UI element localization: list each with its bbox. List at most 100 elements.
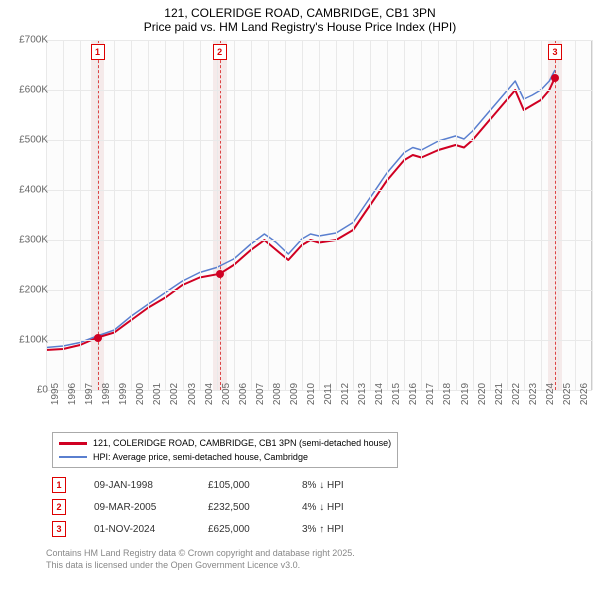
x-gridline <box>558 40 559 390</box>
sales-row-date: 09-JAN-1998 <box>94 480 184 491</box>
chart-title-line1: 121, COLERIDGE ROAD, CAMBRIDGE, CB1 3PN <box>0 0 600 20</box>
x-tick-label: 2000 <box>135 383 146 405</box>
x-gridline <box>217 40 218 390</box>
x-tick-label: 2008 <box>272 383 283 405</box>
x-tick-label: 2012 <box>340 383 351 405</box>
footer-line2: This data is licensed under the Open Gov… <box>46 560 355 572</box>
sales-row-diff: 8% ↓ HPI <box>302 480 382 491</box>
x-gridline <box>404 40 405 390</box>
x-tick-label: 2024 <box>545 383 556 405</box>
sale-marker-box: 3 <box>548 44 562 60</box>
x-gridline <box>541 40 542 390</box>
legend-label-price: 121, COLERIDGE ROAD, CAMBRIDGE, CB1 3PN … <box>93 438 391 448</box>
sales-row-date: 01-NOV-2024 <box>94 524 184 535</box>
x-gridline <box>251 40 252 390</box>
x-gridline <box>148 40 149 390</box>
sales-row-diff: 4% ↓ HPI <box>302 502 382 513</box>
x-tick-label: 2014 <box>374 383 385 405</box>
sale-marker-box: 2 <box>213 44 227 60</box>
y-tick-label: £500K <box>19 135 48 146</box>
x-tick-label: 2013 <box>357 383 368 405</box>
chart-title-line2: Price paid vs. HM Land Registry's House … <box>0 20 600 34</box>
x-tick-label: 2015 <box>391 383 402 405</box>
y-tick-label: £300K <box>19 235 48 246</box>
x-tick-label: 1997 <box>84 383 95 405</box>
x-gridline <box>473 40 474 390</box>
x-gridline <box>302 40 303 390</box>
x-gridline <box>200 40 201 390</box>
x-gridline <box>421 40 422 390</box>
x-gridline <box>592 40 593 390</box>
x-tick-label: 2007 <box>255 383 266 405</box>
x-tick-label: 2004 <box>204 383 215 405</box>
sale-dot <box>551 74 559 82</box>
x-tick-label: 2006 <box>238 383 249 405</box>
x-tick-label: 2021 <box>494 383 505 405</box>
sales-row-price: £232,500 <box>208 502 278 513</box>
legend-label-hpi: HPI: Average price, semi-detached house,… <box>93 452 308 462</box>
x-tick-label: 1996 <box>67 383 78 405</box>
y-tick-label: £0 <box>37 385 48 396</box>
sales-row-price: £625,000 <box>208 524 278 535</box>
x-tick-label: 2023 <box>528 383 539 405</box>
plot-area: 1 2 3 <box>46 40 592 390</box>
x-gridline <box>507 40 508 390</box>
sales-row-num: 3 <box>52 521 66 537</box>
x-gridline <box>234 40 235 390</box>
x-tick-label: 2009 <box>289 383 300 405</box>
x-tick-label: 2020 <box>477 383 488 405</box>
x-gridline <box>490 40 491 390</box>
legend-swatch-price <box>59 442 87 445</box>
sales-row-date: 09-MAR-2005 <box>94 502 184 513</box>
chart-container: 121, COLERIDGE ROAD, CAMBRIDGE, CB1 3PN … <box>0 0 600 590</box>
sales-row-price: £105,000 <box>208 480 278 491</box>
x-gridline <box>131 40 132 390</box>
x-gridline <box>80 40 81 390</box>
x-tick-label: 1995 <box>50 383 61 405</box>
y-tick-label: £600K <box>19 85 48 96</box>
x-gridline <box>183 40 184 390</box>
x-gridline <box>456 40 457 390</box>
x-gridline <box>353 40 354 390</box>
legend-swatch-hpi <box>59 456 87 458</box>
y-tick-label: £400K <box>19 185 48 196</box>
sales-row-num: 2 <box>52 499 66 515</box>
y-tick-label: £200K <box>19 285 48 296</box>
x-tick-label: 2005 <box>221 383 232 405</box>
x-tick-label: 2025 <box>562 383 573 405</box>
footer-attribution: Contains HM Land Registry data © Crown c… <box>46 548 355 571</box>
x-gridline <box>165 40 166 390</box>
x-tick-label: 2022 <box>511 383 522 405</box>
x-gridline <box>319 40 320 390</box>
x-gridline <box>268 40 269 390</box>
x-tick-label: 2019 <box>460 383 471 405</box>
sales-row: 1 09-JAN-1998 £105,000 8% ↓ HPI <box>52 474 382 496</box>
sale-dot <box>216 270 224 278</box>
legend: 121, COLERIDGE ROAD, CAMBRIDGE, CB1 3PN … <box>52 432 398 468</box>
x-gridline <box>575 40 576 390</box>
x-tick-label: 2017 <box>425 383 436 405</box>
x-tick-label: 1998 <box>101 383 112 405</box>
sales-row-diff: 3% ↑ HPI <box>302 524 382 535</box>
x-tick-label: 2002 <box>169 383 180 405</box>
series-line-hpi <box>46 70 555 348</box>
sales-row: 2 09-MAR-2005 £232,500 4% ↓ HPI <box>52 496 382 518</box>
sale-dot <box>94 334 102 342</box>
x-tick-label: 2003 <box>187 383 198 405</box>
x-gridline <box>285 40 286 390</box>
x-tick-label: 2018 <box>442 383 453 405</box>
x-gridline <box>387 40 388 390</box>
x-gridline <box>336 40 337 390</box>
x-tick-label: 2026 <box>579 383 590 405</box>
x-gridline <box>438 40 439 390</box>
x-tick-label: 1999 <box>118 383 129 405</box>
x-tick-label: 2011 <box>323 383 334 405</box>
x-gridline <box>114 40 115 390</box>
x-tick-label: 2010 <box>306 383 317 405</box>
sales-row: 3 01-NOV-2024 £625,000 3% ↑ HPI <box>52 518 382 540</box>
sales-table: 1 09-JAN-1998 £105,000 8% ↓ HPI 2 09-MAR-2005… <box>52 474 382 540</box>
x-gridline <box>524 40 525 390</box>
y-tick-label: £700K <box>19 35 48 46</box>
sale-marker-box: 1 <box>91 44 105 60</box>
sales-row-num: 1 <box>52 477 66 493</box>
